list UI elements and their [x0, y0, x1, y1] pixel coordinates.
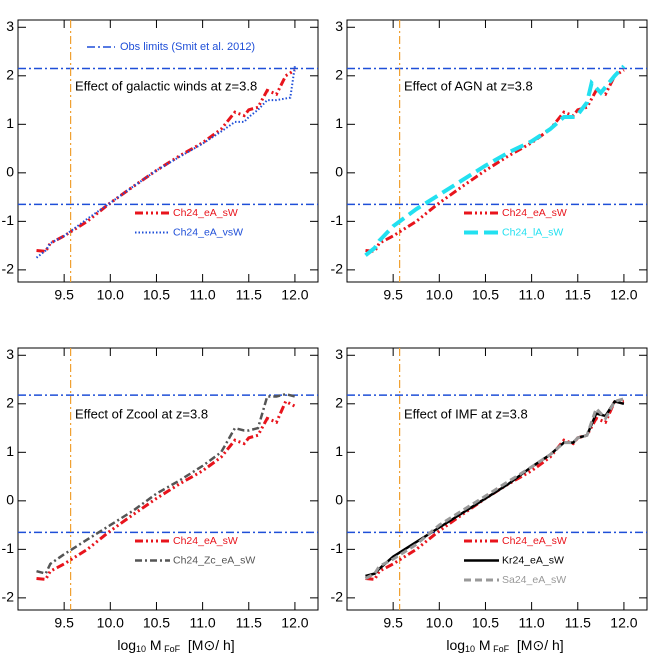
x-axis-label-part: 10 — [465, 644, 475, 653]
annotation: Effect of galactic winds at z=3.8 — [75, 78, 257, 93]
y-tick-label: 2 — [6, 66, 14, 82]
y-tick-label: 0 — [335, 164, 343, 180]
x-axis-label-part: / h] — [215, 637, 234, 653]
y-tick-label: 2 — [335, 394, 343, 410]
plot-frame — [346, 347, 648, 611]
legend-label: Ch24_Zc_eA_sW — [173, 554, 255, 566]
plot-frame — [17, 347, 319, 611]
x-tick-label: 11.0 — [190, 615, 216, 631]
y-tick-label: 2 — [6, 394, 14, 410]
x-tick-label: 11.5 — [236, 615, 262, 631]
x-axis-label-part: FoF — [491, 644, 510, 653]
y-tick-label: 1 — [335, 115, 343, 131]
x-axis-label-part: ⊙ — [203, 637, 215, 653]
y-tick-label: 1 — [6, 443, 14, 459]
x-tick-label: 11.5 — [565, 287, 591, 303]
panel: 9.5 10.0 10.5 11.0 11.5 12.0 -2 -1 0 1 2 3 Effect of… — [2, 18, 319, 303]
x-axis-label-part: log — [117, 637, 136, 653]
x-axis-label: log10 M FoF [M⊙/ h] — [117, 637, 234, 653]
x-tick-label: 10.0 — [426, 287, 453, 303]
y-tick-label: 1 — [335, 443, 343, 459]
panel: 9.5 10.0 10.5 11.0 11.5 12.0 -2 -1 0 1 2 3 Effect of… — [331, 18, 648, 303]
x-axis-label-part: / h] — [544, 637, 563, 653]
x-tick-label: 10.0 — [426, 615, 453, 631]
y-tick-label: -1 — [2, 212, 15, 228]
y-tick-label: -2 — [2, 589, 15, 605]
annotation: Effect of Zcool at z=3.8 — [75, 406, 208, 421]
annotation: Effect of IMF at z=3.8 — [404, 406, 528, 421]
y-tick-label: 3 — [335, 18, 343, 34]
y-tick-label: -2 — [2, 261, 15, 277]
x-axis-label-part: FoF — [162, 644, 181, 653]
y-tick-label: 0 — [335, 492, 343, 508]
x-axis-label-part: [M — [180, 637, 203, 653]
y-tick-label: 0 — [6, 492, 14, 508]
legend-label: Sa24_eA_sW — [502, 574, 566, 586]
series-line — [364, 64, 626, 257]
legend-label: Ch24_eA_sW — [502, 535, 567, 547]
legend-label: Ch24_eA_sW — [173, 207, 238, 219]
y-tick-label: -2 — [331, 261, 344, 277]
series-line — [36, 399, 296, 581]
y-tick-label: -2 — [331, 589, 344, 605]
x-tick-label: 11.5 — [565, 615, 591, 631]
panel: 9.5 10.0 10.5 11.0 11.5 12.0 -2 -1 0 1 2 3 Effect of… — [331, 346, 648, 653]
y-tick-label: 3 — [335, 346, 343, 362]
legend-label: Obs limits (Smit et al. 2012) — [120, 41, 255, 53]
x-tick-label: 12.0 — [610, 615, 637, 631]
x-tick-label: 10.0 — [97, 615, 124, 631]
annotation: Effect of AGN at z=3.8 — [404, 78, 533, 93]
series-line — [36, 392, 296, 576]
legend-label: Ch24_eA_sW — [173, 535, 238, 547]
x-axis-label-part: [M — [509, 637, 532, 653]
y-tick-label: -1 — [331, 212, 344, 228]
x-axis-label: log10 M FoF [M⊙/ h] — [446, 637, 563, 653]
x-axis-label-part: M — [146, 637, 162, 653]
x-tick-label: 12.0 — [281, 615, 308, 631]
x-axis-label-part: log — [446, 637, 465, 653]
x-axis-label-part: 10 — [136, 644, 146, 653]
plot-frame — [346, 19, 648, 283]
x-axis-label-part: ⊙ — [532, 637, 544, 653]
series-line — [365, 399, 624, 581]
x-tick-label: 11.0 — [519, 287, 545, 303]
panel: 9.5 10.0 10.5 11.0 11.5 12.0 -2 -1 0 1 2 3 Effect of… — [2, 346, 319, 653]
y-tick-label: -1 — [2, 540, 15, 556]
y-tick-label: 1 — [6, 115, 14, 131]
x-tick-label: 9.5 — [54, 615, 74, 631]
x-tick-label: 9.5 — [54, 287, 74, 303]
x-tick-label: 9.5 — [383, 615, 403, 631]
series-line — [364, 397, 625, 580]
x-tick-label: 11.0 — [519, 615, 545, 631]
x-tick-label: 12.0 — [610, 287, 637, 303]
y-tick-label: -1 — [331, 540, 344, 556]
y-tick-label: 0 — [6, 164, 14, 180]
x-tick-label: 10.5 — [143, 615, 170, 631]
plot-frame — [17, 19, 319, 283]
x-tick-label: 10.5 — [143, 287, 170, 303]
legend-label: Ch24_lA_sW — [502, 226, 563, 238]
x-tick-label: 10.5 — [472, 615, 499, 631]
x-tick-label: 11.0 — [190, 287, 216, 303]
x-axis-label-part: M — [475, 637, 491, 653]
legend-label: Kr24_eA_sW — [502, 554, 564, 566]
x-tick-label: 9.5 — [383, 287, 403, 303]
x-tick-label: 12.0 — [281, 287, 308, 303]
legend-label: Ch24_eA_vsW — [173, 226, 243, 238]
y-tick-label: 2 — [335, 66, 343, 82]
x-tick-label: 10.5 — [472, 287, 499, 303]
series-line — [35, 65, 296, 259]
y-tick-label: 3 — [6, 18, 14, 34]
x-tick-label: 10.0 — [97, 287, 124, 303]
y-tick-label: 3 — [6, 346, 14, 362]
legend-label: Ch24_eA_sW — [502, 207, 567, 219]
x-tick-label: 11.5 — [236, 287, 262, 303]
series-line — [36, 68, 296, 253]
